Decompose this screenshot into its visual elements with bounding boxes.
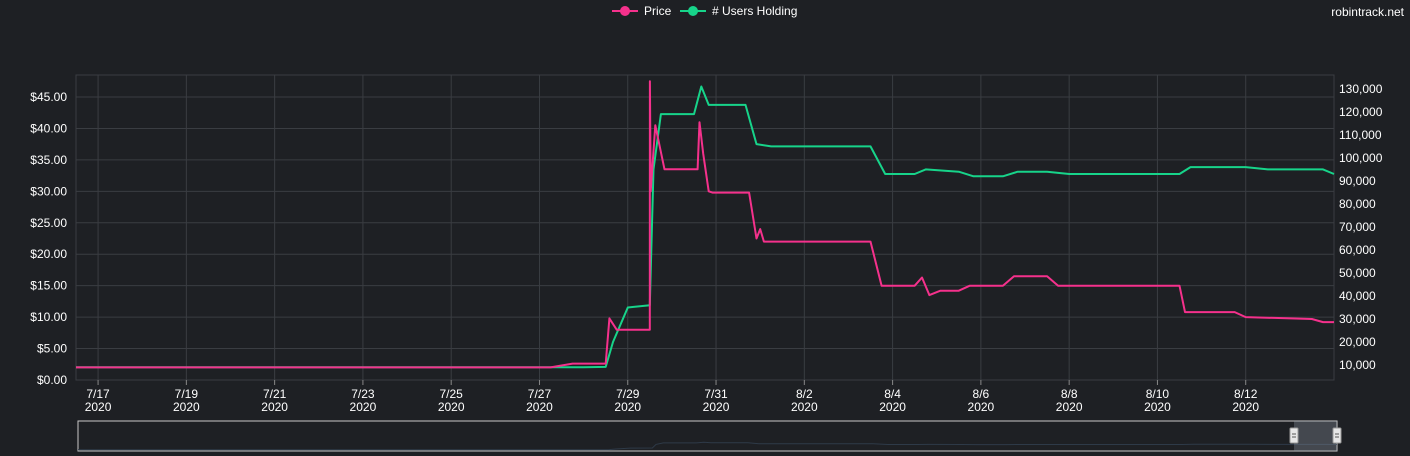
y-right-tick-label: 60,000	[1339, 243, 1376, 257]
y-left-tick-label: $5.00	[37, 342, 67, 356]
grid	[75, 74, 1335, 381]
y-right-tick-label: 30,000	[1339, 312, 1376, 326]
x-tick-label-year: 2020	[261, 400, 288, 414]
y-left-tick-label: $45.00	[30, 90, 67, 104]
y-left-tick-label: $35.00	[30, 153, 67, 167]
x-tick-label-year: 2020	[1056, 400, 1083, 414]
y-axis-right: 10,000 20,000 30,000 40,000 50,000 60,000 70,0…	[1339, 82, 1383, 372]
x-tick-label-year: 2020	[1144, 400, 1171, 414]
x-tick-label-year: 2020	[879, 400, 906, 414]
y-right-tick-label: 20,000	[1339, 335, 1376, 349]
y-right-tick-label: 40,000	[1339, 289, 1376, 303]
x-tick-label-date: 8/12	[1234, 387, 1258, 401]
x-tick-label-date: 7/27	[528, 387, 552, 401]
y-right-tick-label: 100,000	[1339, 151, 1383, 165]
x-tick-label-year: 2020	[703, 400, 730, 414]
y-left-tick-label: $25.00	[30, 216, 67, 230]
x-tick-label-year: 2020	[1232, 400, 1259, 414]
x-tick-label-date: 8/8	[1061, 387, 1078, 401]
y-axis-left: $0.00 $5.00 $10.00 $15.00 $20.00 $25.00 $30.00…	[30, 90, 67, 387]
y-right-tick-label: 110,000	[1339, 128, 1382, 142]
y-left-tick-label: $40.00	[30, 121, 67, 135]
navigator-handle-right[interactable]	[1332, 427, 1342, 444]
legend-item-users[interactable]: # Users Holding	[680, 4, 797, 18]
legend-price-label: Price	[644, 4, 672, 18]
x-tick-label-year: 2020	[438, 400, 465, 414]
x-tick-label-year: 2020	[614, 400, 641, 414]
series-line-users	[76, 85, 1335, 369]
x-tick-label-year: 2020	[173, 400, 200, 414]
navigator-mini-series	[78, 441, 1338, 451]
x-tick-label-year: 2020	[85, 400, 112, 414]
x-tick-label-date: 8/6	[973, 387, 990, 401]
navigator-handle-left[interactable]	[1289, 427, 1299, 444]
y-right-tick-label: 50,000	[1339, 266, 1376, 280]
site-label[interactable]: robintrack.net	[1331, 5, 1404, 19]
y-left-tick-label: $15.00	[30, 279, 67, 293]
y-left-tick-label: $30.00	[30, 184, 67, 198]
x-tick-label-date: 8/2	[796, 387, 813, 401]
x-axis: 7/1720207/1920207/2120207/2320207/252020…	[85, 380, 1259, 414]
legend: Price # Users Holding	[612, 4, 797, 18]
navigator-selected-range[interactable]	[1294, 421, 1337, 451]
x-tick-label-date: 7/31	[704, 387, 728, 401]
y-right-tick-label: 70,000	[1339, 220, 1376, 234]
legend-item-price[interactable]: Price	[612, 4, 672, 18]
x-tick-label-date: 8/10	[1146, 387, 1170, 401]
y-right-tick-label: 80,000	[1339, 197, 1376, 211]
y-right-tick-label: 90,000	[1339, 174, 1376, 188]
plot-area	[75, 74, 1335, 381]
legend-price-marker	[620, 6, 630, 16]
x-tick-label-year: 2020	[968, 400, 995, 414]
x-tick-label-date: 7/17	[86, 387, 110, 401]
y-right-tick-label: 130,000	[1339, 82, 1383, 96]
x-tick-label-date: 7/19	[175, 387, 199, 401]
y-left-tick-label: $0.00	[37, 373, 67, 387]
series-lines	[76, 80, 1335, 369]
series-line-price	[76, 80, 1334, 369]
y-right-tick-label: 10,000	[1339, 358, 1376, 372]
x-tick-label-date: 7/23	[351, 387, 375, 401]
x-tick-label-date: 8/4	[884, 387, 901, 401]
legend-users-label: # Users Holding	[712, 4, 797, 18]
x-tick-label-date: 7/29	[616, 387, 640, 401]
y-left-tick-label: $20.00	[30, 247, 67, 261]
y-right-tick-label: 120,000	[1339, 105, 1383, 119]
x-tick-label-year: 2020	[526, 400, 553, 414]
x-tick-label-date: 7/21	[263, 387, 287, 401]
x-tick-label-date: 7/25	[440, 387, 464, 401]
navigator[interactable]	[77, 420, 1342, 452]
x-tick-label-year: 2020	[791, 400, 818, 414]
y-left-tick-label: $10.00	[30, 310, 67, 324]
navigator-frame	[77, 420, 1338, 452]
x-tick-label-year: 2020	[350, 400, 377, 414]
legend-users-marker	[688, 6, 698, 16]
